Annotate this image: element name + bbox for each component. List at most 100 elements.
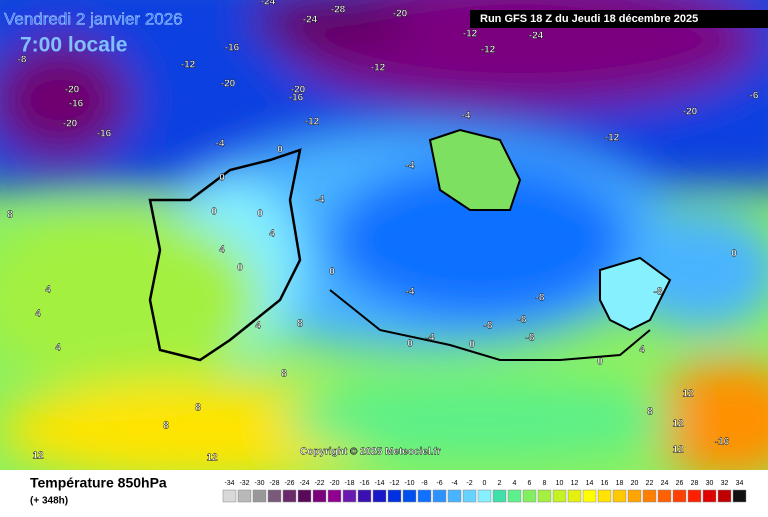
contour-label: -8 bbox=[526, 333, 535, 344]
scale-swatch bbox=[417, 489, 432, 503]
scale-swatch bbox=[657, 489, 672, 503]
scale-label: 8 bbox=[543, 480, 547, 487]
footer-title: Température 850hPa bbox=[30, 475, 167, 491]
contour-label: -12 bbox=[481, 45, 496, 56]
scale-swatch bbox=[687, 489, 702, 503]
contour-label: -12 bbox=[305, 117, 320, 128]
contour-label: 8 bbox=[163, 421, 169, 432]
contour-label: -24 bbox=[303, 15, 318, 26]
contour-label: -4 bbox=[216, 139, 225, 150]
scale-swatch bbox=[732, 489, 747, 503]
contour-label: -16 bbox=[225, 43, 240, 54]
scale-swatch bbox=[222, 489, 237, 503]
scale-label: -18 bbox=[344, 480, 354, 487]
scale-label: 28 bbox=[691, 480, 699, 487]
contour-label: 4 bbox=[45, 285, 51, 296]
contour-label: 4 bbox=[255, 321, 261, 332]
scale-swatch bbox=[627, 489, 642, 503]
contour-label: -20 bbox=[291, 85, 306, 96]
contour-label: 4 bbox=[35, 309, 41, 320]
time: 7:00 locale bbox=[20, 34, 127, 57]
scale-swatch bbox=[327, 489, 342, 503]
scale-swatch bbox=[372, 489, 387, 503]
scale-swatch bbox=[252, 489, 267, 503]
scale-swatch bbox=[672, 489, 687, 503]
scale-swatch bbox=[312, 489, 327, 503]
contour-label: -20 bbox=[65, 85, 80, 96]
contour-label: -20 bbox=[221, 79, 236, 90]
contour-label: 4 bbox=[55, 343, 61, 354]
scale-label: -12 bbox=[389, 480, 399, 487]
scale-label: -30 bbox=[254, 480, 264, 487]
run-box bbox=[470, 10, 768, 28]
contour-label: 0 bbox=[469, 340, 475, 351]
run: Run GFS 18 Z du Jeudi 18 décembre 2025 bbox=[480, 13, 698, 25]
scale-swatch bbox=[477, 489, 492, 503]
contour-label: -4 bbox=[406, 161, 415, 172]
contour-label: 12 bbox=[682, 389, 694, 400]
contour-label: -24 bbox=[261, 0, 276, 8]
scale-swatch bbox=[282, 489, 297, 503]
scale-swatch bbox=[402, 489, 417, 503]
contour-label: 8 bbox=[195, 403, 201, 414]
scale-label: -22 bbox=[314, 480, 324, 487]
footer-lead: (+ 348h) bbox=[30, 496, 68, 507]
scale-label: -16 bbox=[359, 480, 369, 487]
contour-label: 0 bbox=[211, 207, 217, 218]
scale-label: -6 bbox=[436, 480, 442, 487]
scale-label: -24 bbox=[299, 480, 309, 487]
scale-label: 32 bbox=[721, 480, 729, 487]
scale-label: 24 bbox=[661, 480, 669, 487]
contour-label: -6 bbox=[750, 91, 759, 102]
scale-swatch bbox=[642, 489, 657, 503]
contour-label: 4 bbox=[219, 245, 225, 256]
contour-label: 0 bbox=[277, 145, 283, 156]
scale-swatch bbox=[522, 489, 537, 503]
color-scale: -34 -32 -30 -28 -26 -24 -22 -20 -18 -16 -14 -12 -10-… bbox=[222, 480, 747, 503]
scale-label: -26 bbox=[284, 480, 294, 487]
contour-label: -4 bbox=[406, 287, 415, 298]
contour-label: 0 bbox=[257, 209, 263, 220]
scale-swatch bbox=[597, 489, 612, 503]
contour-label: 8 bbox=[7, 210, 13, 221]
scale-swatch bbox=[537, 489, 552, 503]
scale-swatch bbox=[582, 489, 597, 503]
contour-label: 12 bbox=[672, 445, 684, 456]
scale-swatch bbox=[702, 489, 717, 503]
contour-label: -12 bbox=[181, 60, 196, 71]
contour-label: 12 bbox=[206, 453, 218, 464]
scale-label: -32 bbox=[239, 480, 249, 487]
scale-swatch bbox=[462, 489, 477, 503]
scale-swatch bbox=[507, 489, 522, 503]
contour-label: -16 bbox=[289, 93, 304, 104]
contour-label: 12 bbox=[672, 419, 684, 430]
scale-label: 10 bbox=[556, 480, 564, 487]
scale-label: 20 bbox=[631, 480, 639, 487]
contour-label: -8 bbox=[536, 293, 545, 304]
scale-label: 0 bbox=[483, 480, 487, 487]
contour-label: -20 bbox=[393, 9, 408, 20]
scale-label: -10 bbox=[404, 480, 414, 487]
contour-label: -16 bbox=[715, 437, 730, 448]
contour-label: 4 bbox=[269, 229, 275, 240]
contour-label: 4 bbox=[639, 345, 645, 356]
scale-swatch bbox=[432, 489, 447, 503]
contour-label: -4 bbox=[316, 195, 325, 206]
contour-label: 0 bbox=[237, 263, 243, 274]
scale-label: -4 bbox=[451, 480, 457, 487]
scale-label: 4 bbox=[513, 480, 517, 487]
contour-label: -12 bbox=[463, 29, 478, 40]
contour-labels: -24-28-24-20-12-12-24-20-8-20-16-20-16-1… bbox=[7, 0, 759, 464]
scale-label: 22 bbox=[646, 480, 654, 487]
contour-label: -16 bbox=[97, 129, 112, 140]
scale-label: -20 bbox=[329, 480, 339, 487]
copyright: Copyright © 2025 Meteociel.fr bbox=[300, 447, 441, 458]
scale-label: 2 bbox=[498, 480, 502, 487]
scale-label: 30 bbox=[706, 480, 714, 487]
scale-label: 18 bbox=[616, 480, 624, 487]
scale-swatch bbox=[357, 489, 372, 503]
scale-label: 12 bbox=[571, 480, 579, 487]
scale-label: 26 bbox=[676, 480, 684, 487]
scale-swatch bbox=[387, 489, 402, 503]
